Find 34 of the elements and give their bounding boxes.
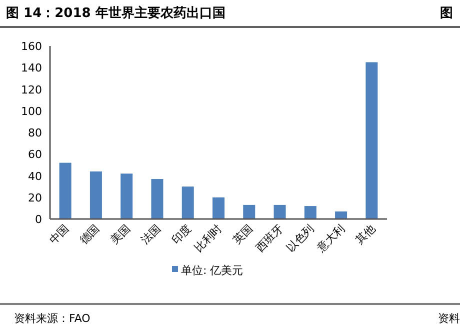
bar <box>366 62 378 219</box>
x-tick-label: 其他 <box>353 222 378 247</box>
x-tick-label: 法国 <box>138 222 164 247</box>
x-tick-label: 印度 <box>169 222 194 247</box>
chart-title: 图 14：2018 年世界主要农药出口国 <box>6 5 226 21</box>
y-tick-label: 140 <box>21 62 42 75</box>
bar <box>304 206 316 219</box>
x-tick-label: 英国 <box>230 222 256 247</box>
bar <box>335 211 348 219</box>
bar <box>59 162 72 219</box>
bar <box>212 197 224 219</box>
y-tick-label: 60 <box>28 148 42 162</box>
x-tick-label: 比利时 <box>192 222 225 254</box>
x-tick-label: 德国 <box>77 222 102 247</box>
bar <box>274 204 286 219</box>
text: 资料 <box>438 312 460 325</box>
y-tick-label: 80 <box>28 126 42 140</box>
text: 图 <box>440 6 453 21</box>
x-tick-label: 美国 <box>108 222 133 247</box>
y-tick-label: 40 <box>28 170 42 183</box>
y-tick-label: 160 <box>21 40 42 53</box>
y-tick-label: 0 <box>35 213 42 226</box>
bar <box>151 178 164 219</box>
y-tick-label: 20 <box>28 191 42 204</box>
y-tick-label: 100 <box>21 104 42 118</box>
bar <box>120 174 133 219</box>
x-tick-label: 西班牙 <box>253 222 286 254</box>
bar <box>90 171 102 219</box>
bar <box>182 186 194 219</box>
bar <box>243 204 256 219</box>
x-tick-label: 中国 <box>46 222 72 247</box>
y-tick-label: 120 <box>21 83 42 96</box>
text: 资料来源：FAO <box>14 312 91 325</box>
legend-label: 单位: 亿美元 <box>181 264 244 277</box>
